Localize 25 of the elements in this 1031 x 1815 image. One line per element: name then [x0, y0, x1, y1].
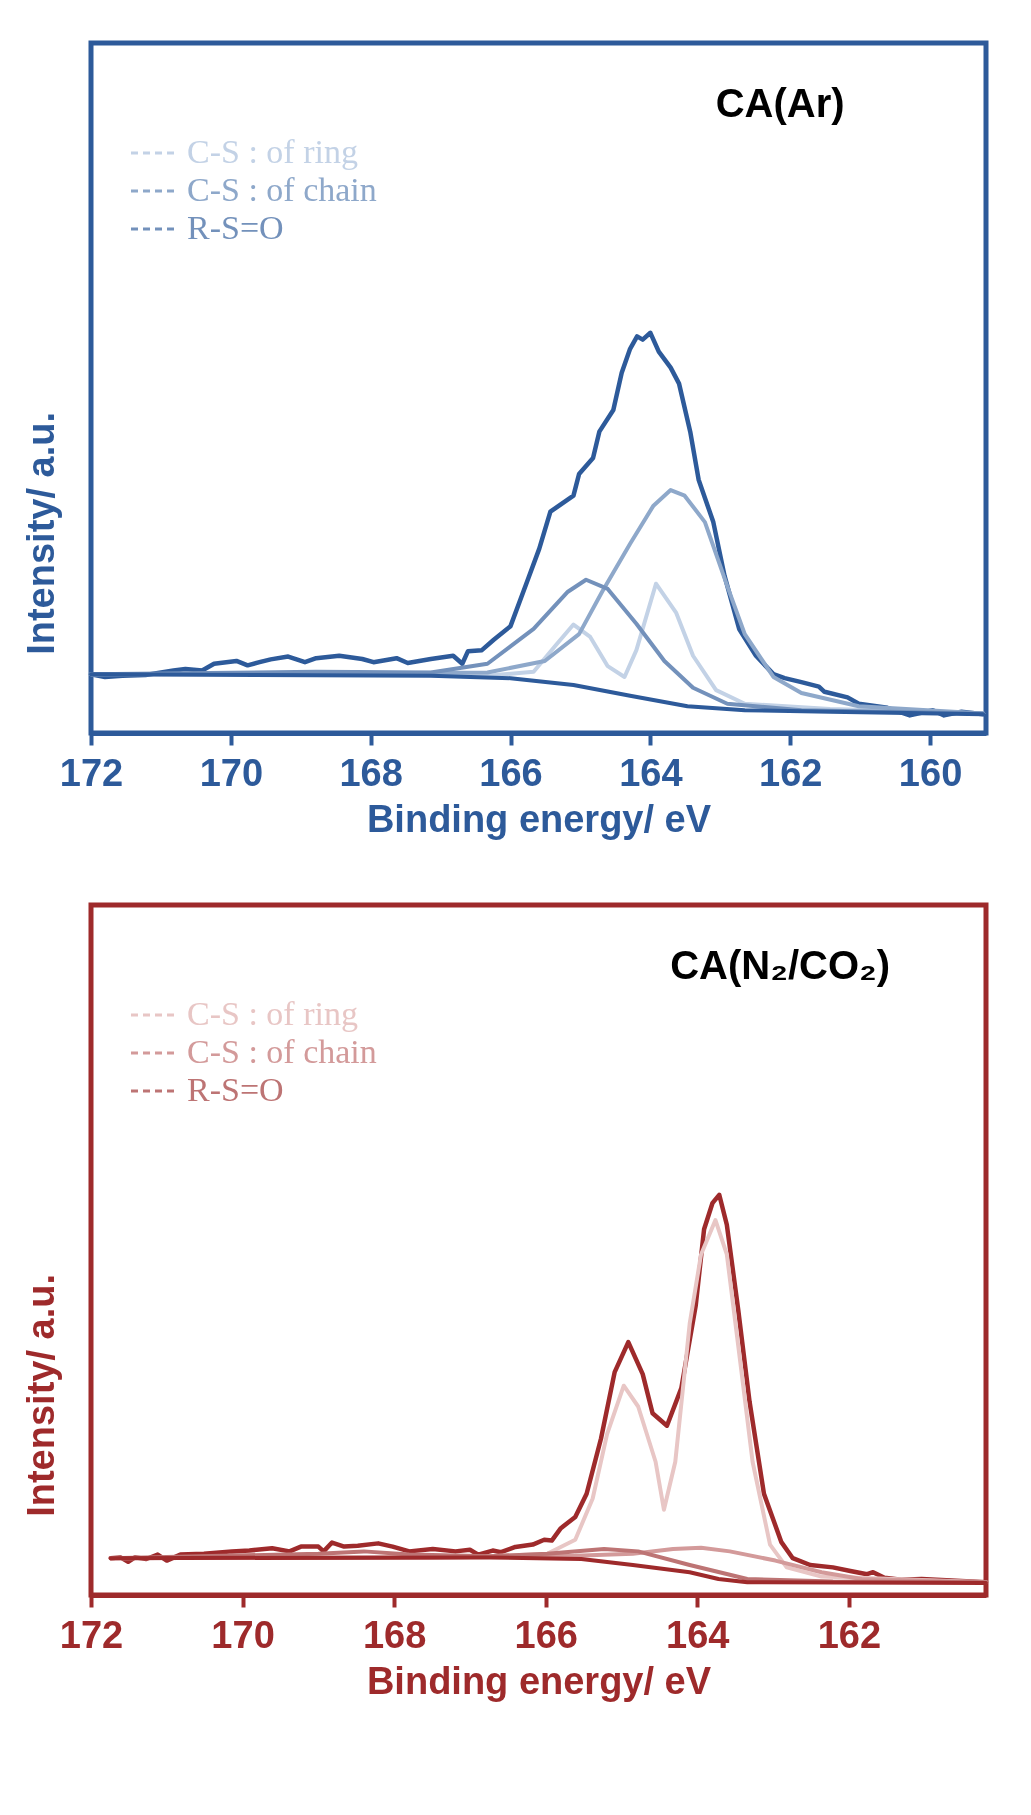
x-tick-label: 164 [619, 751, 683, 794]
legend-label: C-S : of ring [187, 995, 358, 1032]
legend-label: C-S : of chain [187, 171, 377, 208]
x-tick-label: 168 [339, 751, 403, 794]
x-tick-label: 160 [898, 751, 963, 794]
x-tick-label: 166 [479, 751, 543, 794]
x-tick-label: 172 [59, 1613, 124, 1656]
chart-title: CA(Ar) [715, 81, 845, 125]
x-tick-label: 162 [817, 1613, 882, 1656]
legend-label: C-S : of chain [187, 1033, 377, 1070]
y-axis-title: Intensity/ a.u. [19, 1273, 62, 1517]
chart-title: CA(N₂/CO₂) [670, 943, 891, 987]
legend-label: R-S=O [187, 1071, 284, 1108]
x-tick-label: 170 [199, 751, 264, 794]
x-axis-title: Binding energy/ eV [366, 1659, 712, 1702]
y-axis-title: Intensity/ a.u. [19, 411, 62, 655]
x-tick-label: 166 [514, 1613, 578, 1656]
x-axis-title: Binding energy/ eV [366, 797, 712, 840]
x-tick-label: 164 [666, 1613, 730, 1656]
legend-label: C-S : of ring [187, 133, 358, 170]
x-tick-label: 162 [759, 751, 823, 794]
x-tick-label: 172 [59, 751, 124, 794]
x-tick-label: 168 [362, 1613, 427, 1656]
x-tick-label: 170 [211, 1613, 275, 1656]
legend-label: R-S=O [187, 209, 284, 246]
